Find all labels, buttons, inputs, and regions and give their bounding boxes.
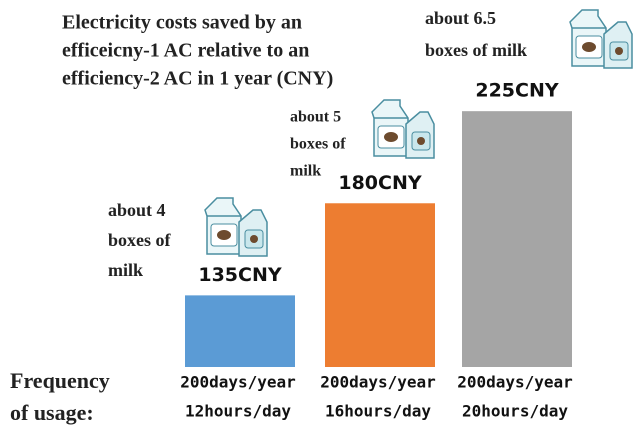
annotation: boxes of xyxy=(290,136,346,153)
x-tick-label: 200days/year xyxy=(320,373,436,392)
annotation: about 5 xyxy=(290,109,341,126)
bar xyxy=(185,295,295,367)
annotation: about 6.5 xyxy=(425,8,496,28)
x-axis-label: of usage: xyxy=(10,400,94,425)
x-tick-label: 200days/year xyxy=(457,373,573,392)
milk-icon xyxy=(204,197,268,257)
bar xyxy=(462,111,572,368)
annotation: milk xyxy=(108,260,143,280)
value-label: 180CNY xyxy=(338,172,422,194)
x-tick-label: 20hours/day xyxy=(462,402,568,421)
milk-icon xyxy=(569,9,633,69)
annotation: boxes of xyxy=(108,230,172,250)
value-label: 225CNY xyxy=(475,80,559,102)
annotation: about 4 xyxy=(108,200,166,220)
chart-title: Electricity costs saved by an xyxy=(62,12,302,34)
milk-icon xyxy=(371,99,435,159)
x-axis-label: Frequency xyxy=(10,368,110,393)
bar xyxy=(325,203,435,367)
value-label: 135CNY xyxy=(198,264,282,286)
x-tick-label: 16hours/day xyxy=(325,402,431,421)
x-tick-label: 12hours/day xyxy=(185,402,291,421)
annotation: milk xyxy=(290,163,321,180)
x-tick-label: 200days/year xyxy=(180,373,296,392)
chart-title: efficeicny-1 AC relative to an xyxy=(62,40,309,62)
chart-title: efficiency-2 AC in 1 year (CNY) xyxy=(62,68,333,90)
annotation: boxes of milk xyxy=(425,40,527,60)
